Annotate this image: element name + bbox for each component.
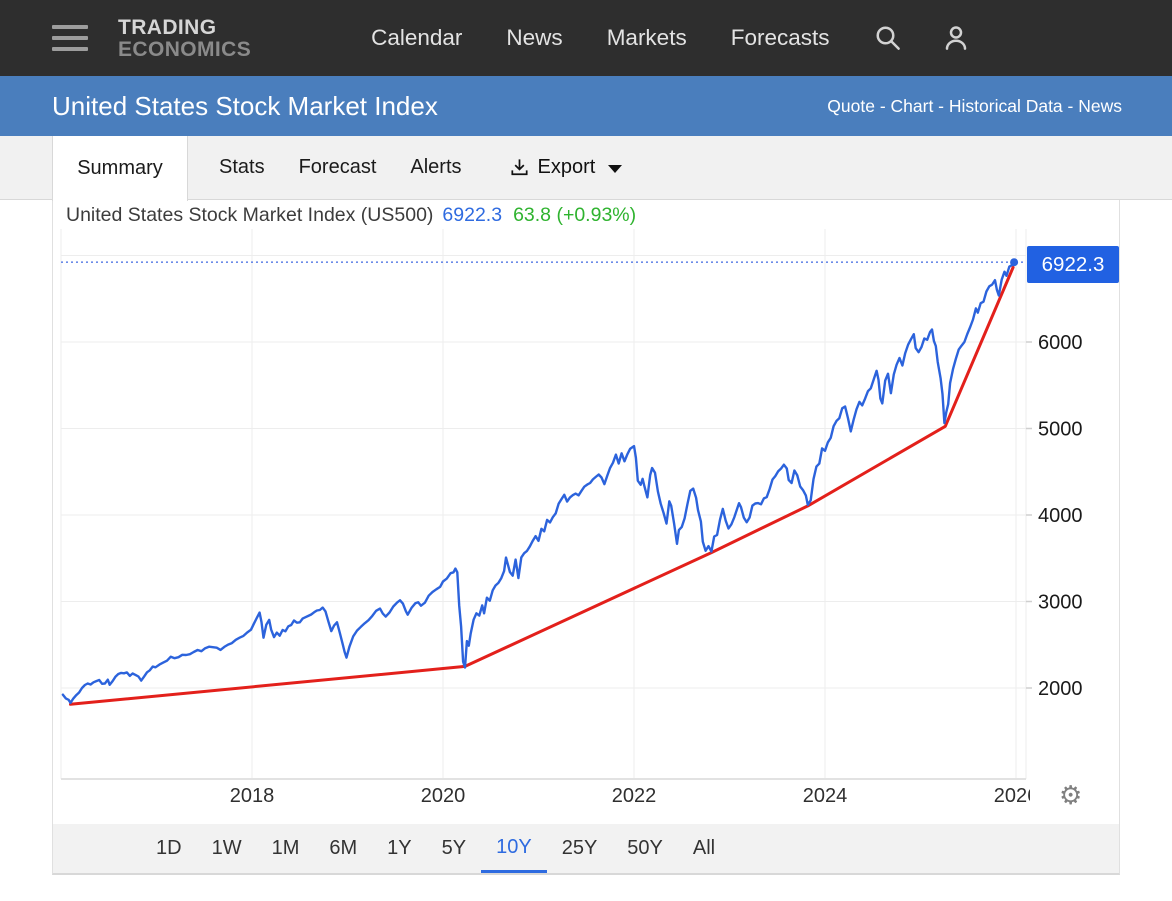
svg-text:3000: 3000: [1038, 592, 1083, 614]
tab-forecast[interactable]: Forecast: [298, 156, 377, 178]
price-chart-canvas[interactable]: 6000 5000 4000 3000 2000 2018 2020 2022 2024 2026: [53, 229, 1119, 814]
range-5y[interactable]: 5Y: [441, 837, 467, 859]
range-10y[interactable]: 10Y: [481, 824, 547, 873]
page-header: United States Stock Market Index Quote -…: [0, 76, 1172, 136]
tab-strip: Summary Stats Forecast Alerts Export: [0, 136, 1172, 201]
range-all[interactable]: All: [692, 837, 716, 859]
nav-item-forecasts[interactable]: Forecasts: [730, 25, 830, 50]
chart-settings-gear-icon[interactable]: ⚙: [1059, 780, 1083, 810]
range-1y[interactable]: 1Y: [387, 837, 412, 859]
nav-item-news[interactable]: News: [506, 25, 563, 50]
range-6m[interactable]: 6M: [329, 837, 358, 859]
link-historical-data[interactable]: Historical Data: [948, 95, 1063, 116]
tab-stats[interactable]: Stats: [219, 156, 265, 178]
download-icon: [510, 159, 528, 176]
range-selector: 1D 1W 1M 6M 1Y 5Y 10Y 25Y 50Y All: [53, 824, 1119, 873]
search-icon[interactable]: [873, 23, 903, 53]
chart-widget: United States Stock Market Index (US500)…: [52, 200, 1120, 875]
nav-item-calendar[interactable]: Calendar: [371, 25, 463, 50]
nav-icons: [873, 23, 971, 53]
logo-line1: TRADING: [118, 15, 217, 39]
user-icon[interactable]: [941, 23, 971, 53]
current-price-badge: 6922.3: [1027, 246, 1119, 283]
hamburger-menu-icon[interactable]: [52, 25, 88, 51]
svg-text:2000: 2000: [1038, 678, 1083, 700]
tab-summary[interactable]: Summary: [52, 136, 188, 201]
svg-text:6000: 6000: [1038, 332, 1083, 354]
price-change: 63.8 (+0.93%): [513, 204, 637, 226]
tab-alerts[interactable]: Alerts: [410, 156, 462, 178]
range-1w[interactable]: 1W: [211, 837, 242, 859]
svg-text:2026: 2026: [994, 785, 1039, 807]
svg-text:2018: 2018: [230, 785, 275, 807]
range-50y[interactable]: 50Y: [627, 837, 663, 859]
header-quick-links: Quote - Chart - Historical Data - News: [827, 96, 1122, 117]
range-1m[interactable]: 1M: [271, 837, 300, 859]
chart-quote-line: United States Stock Market Index (US500)…: [66, 200, 636, 230]
svg-text:2020: 2020: [421, 785, 466, 807]
svg-text:2024: 2024: [803, 785, 848, 807]
range-25y[interactable]: 25Y: [561, 837, 598, 859]
svg-text:2022: 2022: [612, 785, 657, 807]
logo-line2: ECONOMICS: [118, 37, 252, 61]
svg-text:5000: 5000: [1038, 419, 1083, 441]
link-separator: -: [874, 95, 891, 116]
page-title: United States Stock Market Index: [52, 90, 438, 121]
chart-area: United States Stock Market Index (US500)…: [53, 200, 1119, 824]
chevron-down-icon: [608, 165, 623, 173]
nav-item-markets[interactable]: Markets: [606, 25, 687, 50]
svg-text:4000: 4000: [1038, 505, 1083, 527]
link-chart[interactable]: Chart: [890, 95, 934, 116]
export-label: Export: [537, 156, 596, 178]
last-price: 6922.3: [442, 204, 503, 226]
export-button[interactable]: Export: [491, 136, 640, 199]
trading-economics-logo[interactable]: TRADING ECONOMICS: [118, 17, 251, 60]
instrument-title: United States Stock Market Index (US500): [66, 204, 434, 226]
link-separator: -: [933, 95, 949, 116]
nav-links: Calendar News Markets Forecasts: [371, 25, 829, 51]
link-news[interactable]: News: [1078, 95, 1122, 116]
link-separator: -: [1062, 95, 1079, 116]
top-navbar: TRADING ECONOMICS Calendar News Markets …: [0, 0, 1172, 76]
link-quote[interactable]: Quote: [827, 95, 875, 116]
range-1d[interactable]: 1D: [156, 837, 182, 859]
